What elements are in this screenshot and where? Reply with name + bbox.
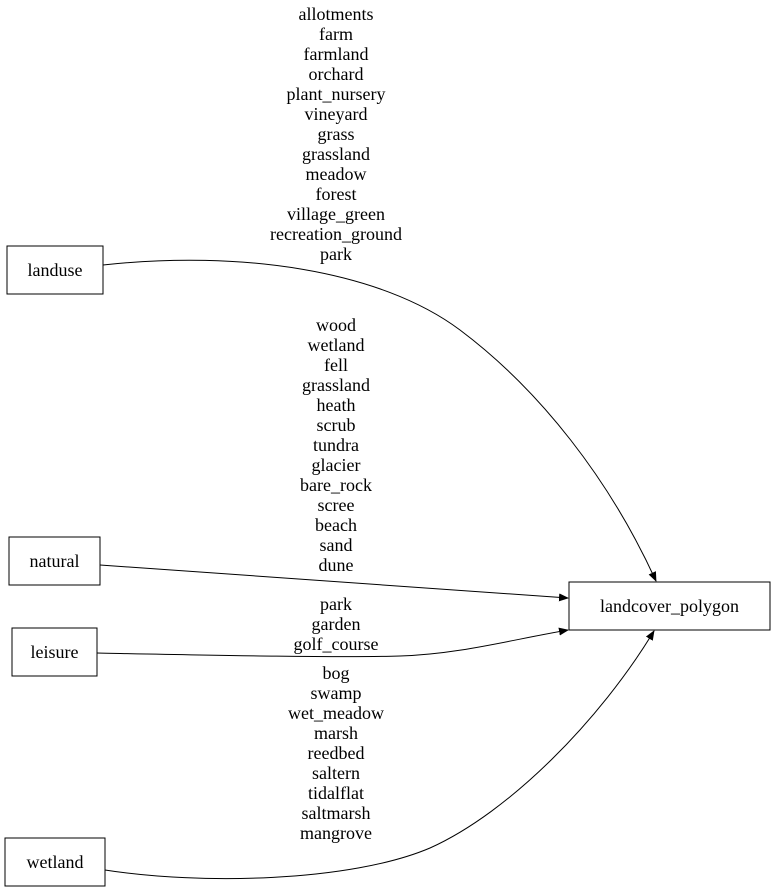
- edge-label-natural: scree: [318, 495, 355, 515]
- edge-label-natural: bare_rock: [300, 475, 372, 495]
- edge-label-landuse: forest: [316, 184, 357, 204]
- edge-label-natural: wood: [316, 315, 356, 335]
- node-label: landcover_polygon: [600, 596, 739, 616]
- edge-label-wetland: wet_meadow: [288, 703, 384, 723]
- edge-wetland: [104, 630, 655, 880]
- edge-label-landuse: grassland: [302, 144, 370, 164]
- edge-label-landuse: grass: [318, 124, 355, 144]
- edge-label-landuse: village_green: [287, 204, 385, 224]
- edge-label-natural: glacier: [312, 455, 361, 475]
- node-label: leisure: [31, 642, 79, 662]
- edge-label-landuse: meadow: [306, 164, 367, 184]
- node-label: landuse: [28, 260, 83, 280]
- edge-label-landuse: orchard: [309, 64, 364, 84]
- node-landcover-polygon[interactable]: landcover_polygon: [568, 581, 771, 631]
- edge-leisure: [96, 627, 569, 658]
- edge-label-landuse: plant_nursery: [287, 84, 386, 104]
- edge-label-natural: tundra: [313, 435, 359, 455]
- edge-label-wetland: reedbed: [308, 743, 365, 763]
- edge-label-natural: fell: [324, 355, 348, 375]
- edge-label-wetland: mangrove: [300, 823, 372, 843]
- edge-label-leisure: golf_course: [294, 634, 379, 654]
- edge-label-natural: beach: [315, 515, 357, 535]
- node-wetland[interactable]: wetland: [4, 837, 106, 887]
- edge-landuse: [102, 259, 657, 582]
- node-landuse[interactable]: landuse: [6, 245, 104, 295]
- node-label: natural: [30, 551, 80, 571]
- edge-label-natural: dune: [319, 555, 354, 575]
- node-leisure[interactable]: leisure: [11, 627, 98, 677]
- edge-label-landuse: park: [320, 244, 352, 264]
- edge-label-landuse: farm: [319, 24, 353, 44]
- edge-label-natural: wetland: [308, 335, 365, 355]
- edge-labels: allotmentsfarmfarmlandorchardplant_nurse…: [270, 4, 402, 843]
- edge-label-wetland: saltern: [312, 763, 360, 783]
- edge-label-wetland: tidalflat: [308, 783, 364, 803]
- edge-label-leisure: garden: [312, 614, 361, 634]
- edge-label-wetland: marsh: [314, 723, 358, 743]
- edge-natural: [99, 564, 569, 602]
- node-natural[interactable]: natural: [8, 536, 101, 586]
- edge-label-wetland: saltmarsh: [302, 803, 371, 823]
- edge-label-natural: sand: [320, 535, 353, 555]
- edge-label-landuse: allotments: [299, 4, 374, 24]
- edge-label-natural: scrub: [317, 415, 356, 435]
- edge-label-leisure: park: [320, 594, 352, 614]
- edge-label-landuse: farmland: [304, 44, 369, 64]
- edge-label-landuse: vineyard: [305, 104, 368, 124]
- edge-label-wetland: bog: [323, 663, 350, 683]
- edge-label-natural: heath: [317, 395, 356, 415]
- node-label: wetland: [27, 852, 84, 872]
- edge-label-wetland: swamp: [311, 683, 362, 703]
- edge-label-landuse: recreation_ground: [270, 224, 402, 244]
- edge-label-natural: grassland: [302, 375, 370, 395]
